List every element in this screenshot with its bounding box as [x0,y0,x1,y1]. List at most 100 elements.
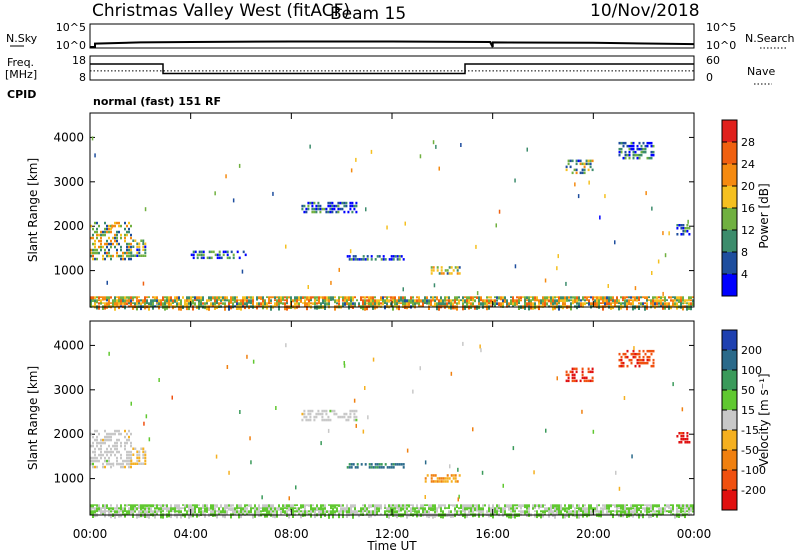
echo-cell [496,299,498,302]
echo-cell [504,504,506,508]
echo-cell [658,510,660,516]
echo-cell [470,510,472,513]
echo-cell [623,396,626,400]
echo-cell [252,302,254,308]
echo-cell [246,513,248,516]
echo-cell [238,302,240,308]
echo-cell [534,302,536,307]
echo-cell [594,513,596,516]
echo-cell [200,299,202,305]
echo-cell [560,299,562,302]
echo-cell [120,444,122,448]
echo-cell [202,507,204,510]
echo-cell [114,296,116,300]
nsearch-label: N.Search [745,32,795,45]
echo-cell [108,435,110,439]
echo-cell [650,156,653,160]
echo-cell [90,248,92,252]
echo-cell [130,441,132,445]
echo-cell [118,462,120,466]
echo-cell [686,305,688,311]
echo-cell [116,504,118,510]
echo-cell [368,510,370,515]
echo-cell [394,255,397,258]
echo-cell [326,510,328,513]
echo-cell [581,409,583,414]
echo-cell [564,296,566,300]
echo-cell [226,296,228,300]
echo-cell [418,302,420,307]
echo-cell [575,168,578,172]
echo-cell [488,302,490,305]
echo-cell [648,156,651,160]
echo-cell [126,248,128,252]
echo-cell [440,299,442,305]
echo-cell [280,299,282,303]
echo-cell [384,463,387,466]
echo-cell [430,302,432,306]
echo-cell [170,299,172,302]
echo-cell [556,510,558,515]
echo-cell [116,462,118,466]
echo-cell [450,480,453,483]
echo-cell [178,299,180,301]
echo-cell [94,465,96,469]
echo-cell [198,250,201,254]
echo-cell [278,299,280,303]
echo-cell [140,504,142,509]
echo-cell [588,510,590,514]
echo-cell [176,510,178,513]
echo-cell [262,513,264,516]
echo-cell [504,299,506,303]
echo-cell [688,504,690,509]
echo-cell [352,255,355,258]
echo-cell [104,450,106,454]
echo-cell [544,305,546,307]
echo-cell [638,364,641,368]
echo-cell [390,299,392,302]
echo-cell [226,507,228,510]
echo-cell [524,305,526,310]
echo-cell [136,245,139,248]
echo-cell [321,207,324,211]
echo-cell [96,257,98,261]
echo-cell [214,504,216,507]
echo-cell [552,504,554,510]
echo-cell [580,305,582,308]
echo-cell [652,510,654,513]
echo-cell [494,513,496,515]
echo-cell [620,150,623,154]
echo-cell [634,507,636,511]
echo-cell [96,227,98,231]
echo-cell [368,463,371,466]
echo-cell [644,150,647,154]
echo-cell [460,510,462,515]
echo-cell [220,302,222,305]
echo-cell [304,296,306,299]
echo-cell [354,258,357,261]
echo-cell [484,504,486,507]
echo-cell [606,507,608,510]
echo-cell [286,305,288,311]
echo-cell [420,507,422,510]
echo-cell [457,467,459,472]
echo-cell [246,504,248,507]
echo-cell [482,504,484,507]
echo-cell [430,272,433,275]
echo-cell [104,227,106,231]
echo-cell [192,256,195,260]
echo-cell [346,299,348,304]
echo-cell [554,510,556,512]
echo-cell [238,504,240,509]
echo-cell [296,507,298,513]
echo-cell [112,242,114,246]
echo-cell [104,248,106,252]
echo-cell [110,504,112,507]
echo-cell [434,296,436,299]
echo-cell [166,302,168,305]
echo-cell [626,510,628,515]
echo-cell [542,296,544,300]
echo-cell [582,296,584,301]
echo-cell [150,305,152,308]
echo-cell [456,480,459,483]
